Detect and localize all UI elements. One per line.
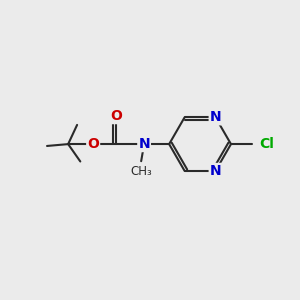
Text: N: N	[210, 164, 221, 178]
Text: N: N	[138, 137, 150, 151]
Text: N: N	[210, 110, 221, 124]
Text: O: O	[110, 109, 122, 123]
Text: Cl: Cl	[259, 137, 274, 151]
Text: CH₃: CH₃	[130, 165, 152, 178]
Text: O: O	[87, 137, 99, 151]
